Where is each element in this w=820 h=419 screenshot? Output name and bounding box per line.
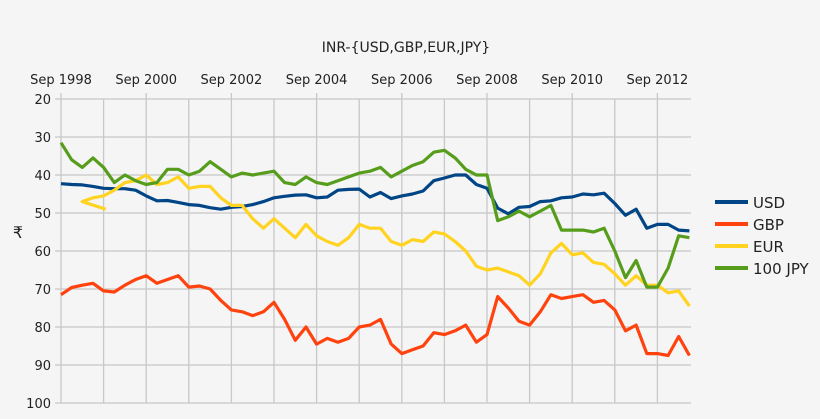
x-tick-label: Sep 2002 (201, 73, 263, 88)
y-tick-label: 60 (34, 245, 51, 260)
legend-label: 100 JPY (753, 260, 810, 278)
x-tick-label: Sep 2010 (541, 73, 603, 88)
series-lines (59, 141, 691, 358)
gridlines (55, 93, 691, 404)
x-tick-label: Sep 2006 (371, 73, 433, 88)
y-axis-label: ₹ (13, 223, 23, 242)
legend-label: USD (753, 194, 785, 212)
series-line-100-jpy (59, 141, 690, 289)
legend-label: EUR (753, 238, 784, 256)
series-line-eur (80, 173, 691, 308)
y-tick-label: 40 (34, 169, 51, 184)
series-line-gbp (60, 274, 691, 358)
y-tick-label: 70 (34, 283, 51, 298)
legend: USD GBP EUR 100 JPY (715, 194, 810, 278)
chart-title: INR-{USD,GBP,EUR,JPY} (322, 40, 490, 56)
series-line-usd (60, 173, 690, 233)
y-tick-label: 80 (34, 321, 51, 336)
x-tick-label: Sep 2000 (115, 73, 177, 88)
x-tick-label: Sep 1998 (30, 73, 92, 88)
x-tick-label: Sep 2008 (456, 73, 518, 88)
x-tick-label: Sep 2012 (627, 73, 689, 88)
y-tick-label: 90 (34, 359, 51, 374)
y-tick-label: 100 (26, 397, 51, 412)
y-tick-label: 30 (34, 131, 51, 146)
legend-label: GBP (753, 216, 784, 234)
y-tick-label: 50 (34, 207, 51, 222)
x-tick-label: Sep 2004 (286, 73, 348, 88)
y-tick-label: 20 (34, 93, 51, 108)
tick-labels: 20 30 40 50 60 70 80 90 100 Sep 1998 Sep 2000 Sep 2… (26, 73, 688, 412)
